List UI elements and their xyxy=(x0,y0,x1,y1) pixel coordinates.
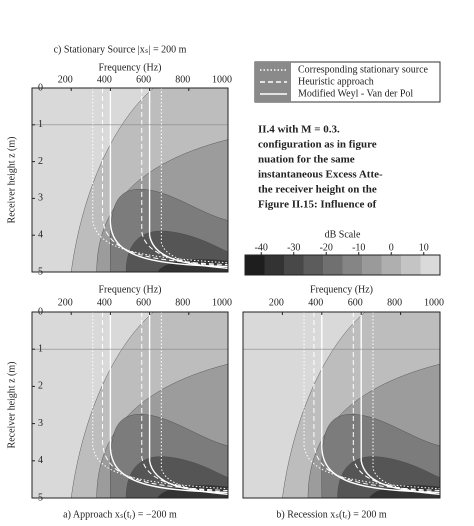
x-tick-label: 200 xyxy=(58,297,73,308)
curve xyxy=(142,88,228,266)
panel-title: b) Recession xₛ(tᵣ) = 200 m xyxy=(276,509,386,520)
y-tick-label: 0 xyxy=(38,306,43,317)
colorbar-tick-label: 10 xyxy=(419,242,429,253)
curve xyxy=(142,312,228,492)
y-axis-label: Receiver height z (m) xyxy=(6,137,17,224)
x-tick-label: 400 xyxy=(308,297,323,308)
x-tick-label: 200 xyxy=(269,297,284,308)
caption-line: configuration as in figure xyxy=(258,139,377,151)
contour-field xyxy=(282,312,440,498)
x-tick-label: 600 xyxy=(136,297,151,308)
contour-field xyxy=(71,88,228,272)
colorbar-swatch xyxy=(401,255,421,275)
y-tick-label: 4 xyxy=(38,229,43,240)
colorbar-tick-label: -20 xyxy=(320,242,333,253)
colorbar-tick-label: -40 xyxy=(255,242,268,253)
colorbar-swatch xyxy=(323,255,343,275)
colorbar-swatch xyxy=(342,255,363,275)
panel-title: c) Stationary Source |xₛ| = 200 m xyxy=(54,44,187,55)
curve xyxy=(304,312,440,489)
x-tick-label: 800 xyxy=(175,297,190,308)
x-tick-label: 200 xyxy=(58,74,73,85)
plot-frame xyxy=(31,311,229,499)
curve xyxy=(161,88,228,268)
plot-frame xyxy=(242,311,441,499)
y-tick-label: 4 xyxy=(38,455,43,466)
y-tick-label: 3 xyxy=(38,418,43,429)
colorbar-frame xyxy=(244,254,441,276)
caption-line: the receiver height on the xyxy=(258,184,377,196)
x-tick-label: 600 xyxy=(348,297,363,308)
y-tick-label: 2 xyxy=(38,381,43,392)
y-axis-label: Receiver height z (m) xyxy=(6,362,17,449)
colorbar-swatch xyxy=(245,255,265,275)
colorbar-swatch xyxy=(264,255,285,275)
caption-line: instantaneous Excess Atte- xyxy=(258,169,383,181)
curve xyxy=(353,312,440,492)
x-tick-label: 1000 xyxy=(212,297,232,308)
y-tick-label: 1 xyxy=(38,343,43,354)
y-tick-label: 5 xyxy=(38,492,43,503)
contour-bands xyxy=(71,312,228,498)
x-tick-label: 600 xyxy=(136,74,151,85)
x-tick-label: 800 xyxy=(387,297,402,308)
colorbar-tick-label: -10 xyxy=(352,242,365,253)
x-tick-label: 1000 xyxy=(424,297,444,308)
x-axis-label: Frequency (Hz) xyxy=(98,62,161,73)
legend-entry: Corresponding stationary source xyxy=(298,64,429,75)
y-tick-label: 1 xyxy=(38,119,43,130)
y-tick-label: 0 xyxy=(38,82,43,93)
colorbar-swatch xyxy=(284,255,304,275)
curve xyxy=(103,88,228,265)
x-axis-label: Frequency (Hz) xyxy=(310,284,373,295)
colorbar-swatch xyxy=(420,255,441,275)
contour-field xyxy=(71,312,228,498)
caption-line: Figure II.15: Influence of xyxy=(258,199,377,211)
colorbar-swatch xyxy=(362,255,382,275)
y-tick-label: 5 xyxy=(38,266,43,277)
legend-entry: Modified Weyl - Van der Pol xyxy=(298,88,413,99)
colorbar-swatch xyxy=(303,255,324,275)
colorbar-tick-label: -30 xyxy=(287,242,300,253)
caption-line: II.4 with M = 0.3. xyxy=(258,124,340,136)
plot-frame xyxy=(31,87,229,273)
caption-line: nuation for the same xyxy=(258,154,355,166)
contour-bands xyxy=(282,312,440,498)
curve xyxy=(93,312,228,489)
x-tick-label: 1000 xyxy=(212,74,232,85)
legend-entry: Heuristic approach xyxy=(298,76,374,87)
y-tick-label: 3 xyxy=(38,193,43,204)
x-tick-label: 800 xyxy=(175,74,190,85)
contour-bands xyxy=(71,88,228,272)
panel-title: a) Approach xₛ(tᵣ) = −200 m xyxy=(63,509,177,520)
colorbar-tick-label: 0 xyxy=(389,242,394,253)
curve xyxy=(93,88,228,263)
x-tick-label: 400 xyxy=(97,74,112,85)
colorbar-swatch xyxy=(381,255,402,275)
colorbar-label: dB Scale xyxy=(325,229,361,240)
x-tick-label: 400 xyxy=(97,297,112,308)
x-axis-label: Frequency (Hz) xyxy=(98,284,161,295)
y-tick-label: 2 xyxy=(38,156,43,167)
